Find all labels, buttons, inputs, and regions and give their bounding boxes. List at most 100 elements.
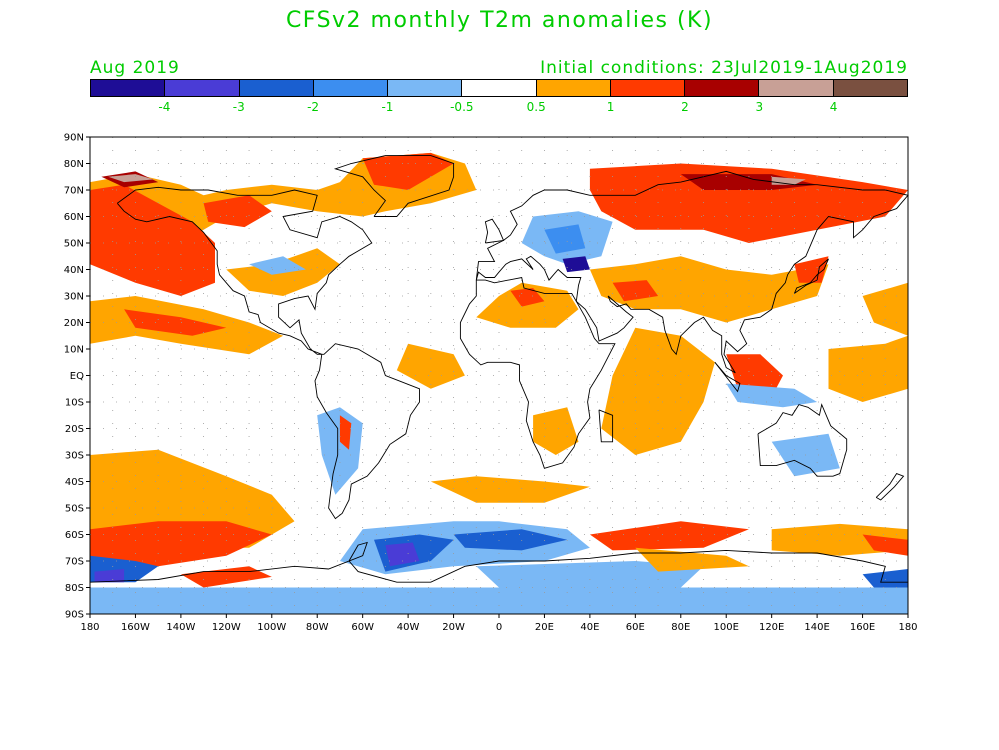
anomaly-region-5 (362, 152, 454, 190)
anomaly-region-42 (828, 335, 908, 402)
coastline-8 (714, 362, 741, 393)
lon-tick-label: 20E (535, 622, 554, 633)
lat-tick-label: 50S (65, 504, 84, 515)
axis-ticks: 90N 80N 70N 60N 50N 40N 30N 20N 10N EQ 10S 20S 30S 40… (64, 133, 918, 634)
colorbar-swatch-6 (536, 80, 611, 96)
map-title: CFSv2 monthly T2m anomalies (K) (285, 8, 714, 33)
forecast-month: Aug 2019 (90, 58, 180, 78)
lat-tick-label: 10N (64, 345, 84, 356)
lon-tick-label: 140E (804, 622, 829, 633)
colorbar-swatch-2 (239, 80, 314, 96)
lon-tick-label: 120E (759, 622, 784, 633)
anomaly-region-21 (90, 587, 908, 614)
lon-tick-label: 160W (121, 622, 150, 633)
lon-tick-label: 140W (166, 622, 195, 633)
anomaly-region-32 (562, 256, 590, 273)
lat-tick-label: 80N (64, 159, 84, 170)
anomaly-region-43 (862, 282, 908, 336)
lon-tick-label: 180 (80, 622, 99, 633)
colorbar-label: -2 (307, 100, 320, 114)
anomaly-region-38 (794, 256, 829, 283)
lon-tick-label: 120W (212, 622, 241, 633)
colorbar-label: -4 (158, 100, 171, 114)
anomaly-region-41 (726, 383, 818, 408)
lon-tick-label: 80E (671, 622, 690, 633)
anomaly-region-28 (476, 282, 579, 328)
colorbar-swatch-4 (388, 80, 463, 96)
coastline-9 (89, 541, 908, 583)
lat-tick-label: 40N (64, 265, 84, 276)
colorbar (90, 79, 908, 97)
colorbar-swatch-10 (833, 80, 907, 96)
coastline-10 (875, 473, 905, 501)
lat-tick-label: 10S (65, 398, 84, 409)
initial-conditions: Initial conditions: 23Jul2019-1Aug2019 (540, 58, 908, 78)
lon-tick-label: 100E (714, 622, 739, 633)
anomaly-region-36 (589, 256, 829, 323)
anomaly-region-31 (544, 224, 586, 254)
colorbar-label: -3 (232, 100, 245, 114)
anomaly-region-20 (453, 529, 568, 551)
lon-tick-label: 60W (351, 622, 374, 633)
lat-tick-label: 50N (64, 239, 84, 250)
coastline-2 (459, 276, 616, 469)
lat-tick-label: 60N (64, 212, 84, 223)
anomaly-region-45 (533, 407, 579, 455)
anomaly-region-19 (385, 542, 420, 567)
lat-tick-label: 60S (65, 530, 84, 541)
colorbar-labels: -4 -3 -2 -1 -0.5 0.5 1 2 3 4 (90, 100, 908, 116)
coastline-3 (475, 170, 909, 374)
coastline-7 (598, 409, 614, 443)
coastline-0 (116, 186, 420, 520)
anomaly-region-4 (203, 195, 272, 228)
anomaly-region-15 (317, 407, 363, 495)
coastline-layer (89, 155, 909, 583)
colorbar-label: 2 (681, 100, 689, 114)
lon-tick-label: 0 (496, 622, 502, 633)
colorbar-label: 4 (829, 100, 838, 114)
lat-tick-label: 20S (65, 424, 84, 435)
lat-tick-label: 40S (65, 477, 84, 488)
anomaly-region-1 (90, 184, 215, 296)
lat-tick-label: 20N (64, 318, 84, 329)
colorbar-swatch-5 (462, 80, 537, 96)
colorbar-swatch-7 (610, 80, 686, 96)
coastline-6 (793, 258, 829, 294)
anomaly-region-13 (94, 569, 125, 583)
anomaly-region-27 (862, 569, 908, 588)
colorbar-label: -1 (381, 100, 394, 114)
coastline-5 (484, 218, 505, 244)
anomaly-region-3 (108, 174, 154, 183)
lat-tick-label: 30S (65, 451, 84, 462)
coastline-4 (757, 403, 848, 477)
lat-tick-label: 90S (65, 610, 84, 621)
anomaly-region-9 (124, 309, 227, 336)
colorbar-swatch-3 (313, 80, 389, 96)
colorbar-label: 3 (755, 100, 764, 114)
lon-tick-label: 40W (397, 622, 420, 633)
lat-tick-label: 30N (64, 292, 84, 303)
anomaly-region-24 (635, 547, 749, 572)
lon-tick-label: 40E (580, 622, 599, 633)
lon-tick-label: 80W (306, 622, 329, 633)
lat-tick-label: 80S (65, 583, 84, 594)
colorbar-swatch-0 (91, 80, 166, 96)
anomaly-region-11 (90, 521, 272, 567)
colorbar-label: 0.5 (526, 100, 546, 114)
colorbar-swatch-9 (759, 80, 834, 96)
lat-tick-label: EQ (70, 371, 84, 382)
lon-tick-label: 20W (442, 622, 465, 633)
lon-tick-label: 180 (898, 622, 917, 633)
anomaly-region-39 (601, 327, 715, 455)
anomaly-region-26 (862, 534, 908, 556)
colorbar-label: -0.5 (450, 100, 474, 114)
lon-tick-label: 60E (626, 622, 645, 633)
anomaly-region-23 (589, 521, 749, 551)
colorbar-swatch-1 (165, 80, 240, 96)
anomaly-region-46 (430, 476, 590, 503)
lon-tick-label: 100W (257, 622, 286, 633)
lat-tick-label: 70N (64, 186, 84, 197)
anomaly-region-22 (476, 561, 704, 588)
colorbar-label: 1 (606, 100, 615, 114)
